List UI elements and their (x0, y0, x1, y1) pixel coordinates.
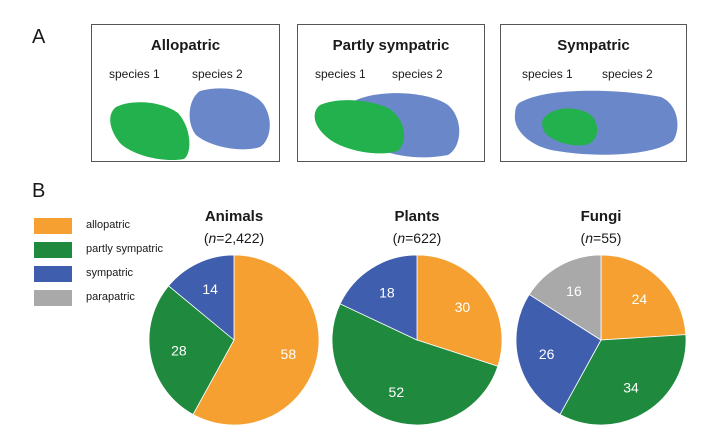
species-1-label: species 1 (315, 67, 366, 81)
species-2-label: species 2 (192, 67, 243, 81)
species-2-range (189, 88, 270, 150)
sympatric-ranges (514, 90, 678, 155)
pie-slice-sympatric (515, 293, 602, 416)
pie-data-label: 58 (281, 346, 297, 362)
pie-n-fungi: (n=55) (580, 230, 622, 246)
legend-label-partly-sympatric: partly sympatric (86, 243, 164, 255)
pie-data-label: 14 (202, 281, 218, 297)
allopatric-diagram: Allopatric species 1 species 2 (91, 24, 280, 162)
panel-a-letter: A (32, 26, 46, 48)
panel-b-letter: B (32, 180, 46, 202)
pie-plants: 30 52 18 (331, 254, 503, 426)
pie-data-label: 52 (389, 384, 405, 400)
pie-slice-partly-sympatric (148, 285, 235, 416)
legend-swatch-sympatric (34, 266, 72, 282)
legend-swatch-partly-sympatric (34, 242, 72, 258)
partly-sympatric-diagram: Partly sympatric species 1 species 2 (297, 24, 485, 162)
species-1-range (314, 100, 405, 154)
pie-slice-allopatric (192, 254, 320, 426)
species-2-label: species 2 (602, 67, 653, 81)
pie-data-label: 30 (455, 299, 471, 315)
pie-data-label: 26 (539, 346, 555, 362)
pie-data-label: 34 (623, 379, 639, 395)
diagram-title: Partly sympatric (332, 37, 450, 54)
species-1-range (110, 102, 190, 161)
species-2-label: species 2 (392, 67, 443, 81)
pie-slice-sympatric (339, 254, 418, 341)
legend-label-sympatric: sympatric (86, 267, 134, 279)
pie-slice-allopatric (416, 254, 503, 367)
legend-swatch-parapatric (34, 290, 72, 306)
diagram-title: Sympatric (557, 37, 630, 54)
species-1-label: species 1 (109, 67, 160, 81)
pie-slice-allopatric (600, 254, 687, 341)
diagram-title: Allopatric (150, 37, 221, 54)
pie-n-plants: (n=622) (392, 230, 442, 246)
legend-label-parapatric: parapatric (86, 291, 135, 303)
pie-title-animals: Animals (204, 208, 264, 225)
pie-n-animals: (n=2,422) (203, 230, 265, 246)
pie-animals: 58 28 14 (148, 254, 320, 426)
pie-title-plants: Plants (394, 208, 440, 225)
pie-slice-parapatric (528, 254, 602, 341)
pie-fungi: 24 34 26 16 (515, 254, 687, 426)
pie-data-label: 28 (171, 343, 187, 359)
pie-data-label: 18 (379, 285, 395, 301)
pie-slice-sympatric (167, 254, 235, 341)
sympatric-diagram: Sympatric species 1 species 2 (500, 24, 687, 162)
pie-data-label: 24 (632, 291, 648, 307)
pie-title-fungi: Fungi (580, 208, 622, 225)
allopatric-ranges (110, 88, 270, 161)
legend-label-allopatric: allopatric (86, 219, 131, 231)
partly-sympatric-ranges (314, 93, 460, 158)
pie-slice-partly-sympatric (331, 303, 499, 426)
legend-swatch-allopatric (34, 218, 72, 234)
species-1-range (542, 108, 598, 146)
species-1-label: species 1 (522, 67, 573, 81)
pie-data-label: 16 (566, 283, 582, 299)
